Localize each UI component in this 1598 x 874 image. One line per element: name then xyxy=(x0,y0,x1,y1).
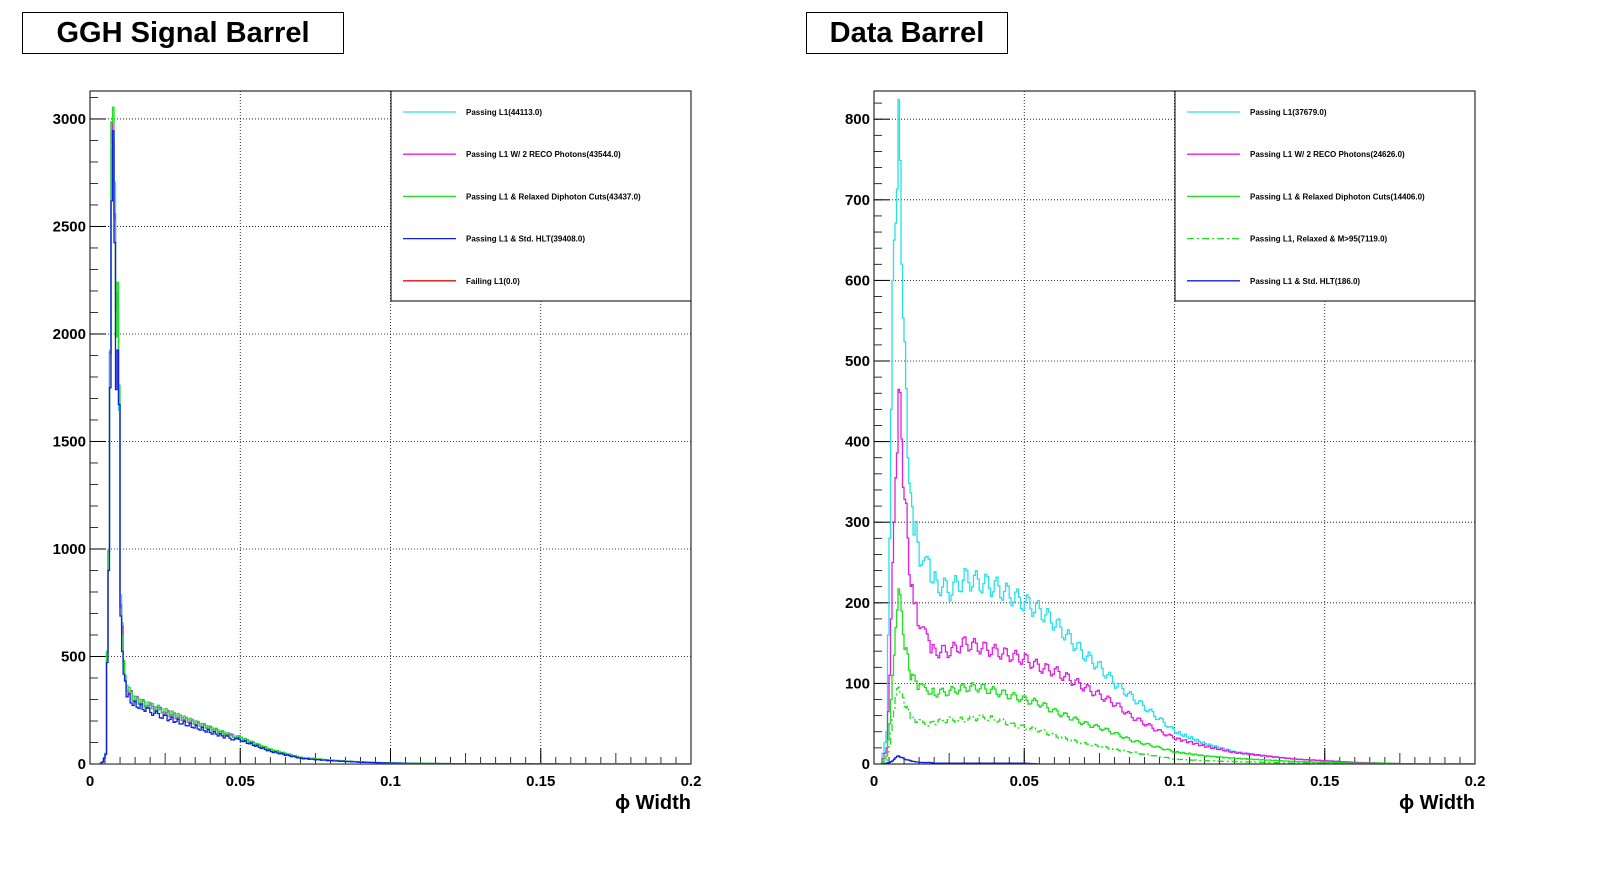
x-tick-label: 0 xyxy=(86,773,94,790)
x-tick-label: 0.1 xyxy=(380,773,401,790)
y-tick-label: 3000 xyxy=(53,111,86,128)
x-axis-label: ϕ Width xyxy=(1399,792,1475,814)
y-tick-label: 300 xyxy=(845,514,870,531)
y-tick-label: 500 xyxy=(845,353,870,370)
legend-label-1: Passing L1 W/ 2 RECO Photons(24626.0) xyxy=(1250,150,1405,159)
x-tick-label: 0.05 xyxy=(1010,773,1039,790)
x-tick-label: 0.2 xyxy=(681,773,702,790)
x-tick-label: 0.1 xyxy=(1164,773,1185,790)
y-tick-label: 200 xyxy=(845,595,870,612)
x-tick-label: 0.05 xyxy=(226,773,255,790)
legend-label-3: Passing L1, Relaxed & M>95(7119.0) xyxy=(1250,235,1388,244)
y-tick-label: 800 xyxy=(845,111,870,128)
x-tick-label: 0.15 xyxy=(1310,773,1339,790)
legend-label-4: Passing L1 & Std. HLT(186.0) xyxy=(1250,277,1360,286)
title-left: GGH Signal Barrel xyxy=(22,12,344,54)
legend-label-0: Passing L1(44113.0) xyxy=(466,108,542,117)
y-tick-label: 2500 xyxy=(53,218,86,235)
y-tick-label: 2000 xyxy=(53,326,86,343)
series-line-2 xyxy=(880,588,1475,764)
series-line-1 xyxy=(880,388,1475,764)
y-tick-label: 400 xyxy=(845,434,870,451)
y-tick-label: 1500 xyxy=(53,433,86,450)
legend-label-4: Failing L1(0.0) xyxy=(466,277,520,286)
y-tick-label: 500 xyxy=(61,648,86,665)
legend-label-1: Passing L1 W/ 2 RECO Photons(43544.0) xyxy=(466,150,621,159)
x-tick-label: 0 xyxy=(870,773,878,790)
series-line-3 xyxy=(880,686,1475,764)
y-tick-label: 100 xyxy=(845,675,870,692)
legend-label-3: Passing L1 & Std. HLT(39408.0) xyxy=(466,235,585,244)
y-tick-label: 600 xyxy=(845,272,870,289)
y-tick-label: 1000 xyxy=(53,541,86,558)
x-tick-label: 0.15 xyxy=(526,773,555,790)
title-right: Data Barrel xyxy=(806,12,1008,54)
x-axis-label: ϕ Width xyxy=(615,792,691,814)
x-tick-label: 0.2 xyxy=(1465,773,1486,790)
y-tick-label: 700 xyxy=(845,192,870,209)
plot-0: 0 0.05 0.1 0.15 0.2 0 500 1000 1500 2000 2500 3000 ϕ… xyxy=(53,90,702,814)
legend-label-2: Passing L1 & Relaxed Diphoton Cuts(43437… xyxy=(466,192,641,201)
series-line-4 xyxy=(880,755,1475,764)
y-tick-label: 0 xyxy=(78,756,86,773)
y-tick-label: 0 xyxy=(862,756,870,773)
legend-label-2: Passing L1 & Relaxed Diphoton Cuts(14406… xyxy=(1250,192,1425,201)
legend-label-0: Passing L1(37679.0) xyxy=(1250,108,1327,117)
plot-1: 0 0.05 0.1 0.15 0.2 0 100 200 300 400 500 600 700 800… xyxy=(845,90,1486,814)
